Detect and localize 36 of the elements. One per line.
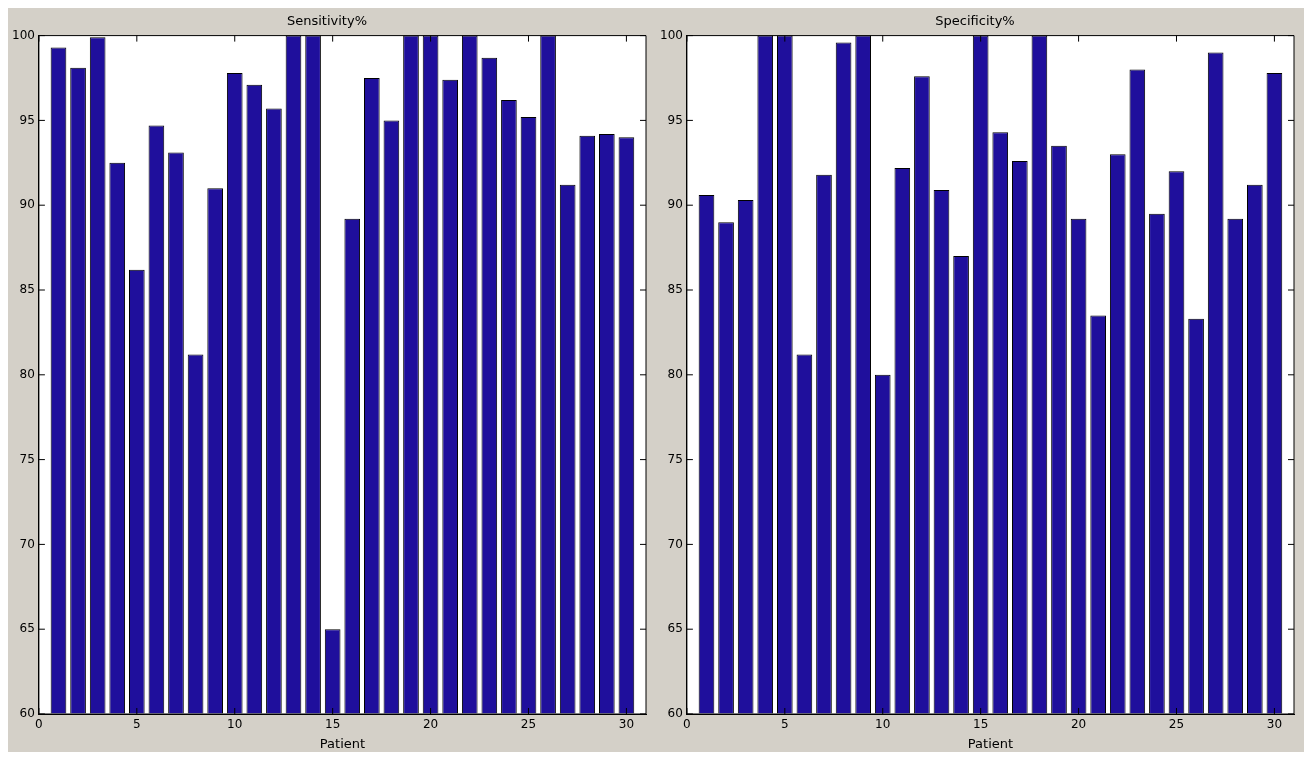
x-tick-label: 30 — [618, 717, 635, 732]
x-tick-label: 0 — [683, 717, 691, 732]
x-tick-label: 25 — [520, 717, 537, 732]
chart-title: Specificity% — [935, 13, 1015, 29]
x-tick-label: 5 — [781, 717, 789, 732]
x-tick-label: 10 — [227, 717, 243, 732]
x-tick-label: 0 — [35, 717, 43, 732]
y-tick-label: 75 — [19, 451, 35, 466]
y-tick-label: 90 — [667, 197, 683, 212]
y-tick-label: 85 — [19, 282, 35, 297]
y-tick-label: 95 — [19, 112, 35, 127]
y-tick-label: 65 — [19, 621, 35, 636]
y-tick-label: 60 — [667, 706, 683, 721]
x-tick-label: 30 — [1266, 717, 1283, 732]
chart-title: Sensitivity% — [286, 13, 368, 29]
y-tick-label: 80 — [19, 366, 35, 381]
y-tick-label: 90 — [19, 197, 35, 212]
y-tick-label: 70 — [667, 536, 683, 551]
y-tick-label: 95 — [667, 112, 683, 127]
y-tick-label: 70 — [19, 536, 35, 551]
x-tick-label: 15 — [973, 717, 989, 732]
x-tick-label: 15 — [325, 717, 341, 732]
x-axis-title: Patient — [967, 735, 1014, 751]
x-axis-title: Patient — [319, 735, 366, 751]
x-tick-label: 20 — [422, 717, 439, 732]
x-tick-label: 10 — [875, 717, 891, 732]
y-tick-label: 75 — [667, 451, 683, 466]
x-tick-label: 20 — [1070, 717, 1087, 732]
y-tick-label: 80 — [667, 366, 683, 381]
x-tick-label: 5 — [133, 717, 141, 732]
y-tick-label: 85 — [667, 282, 683, 297]
x-tick-label: 25 — [1168, 717, 1185, 732]
y-tick-label: 100 — [660, 27, 683, 42]
y-tick-label: 60 — [19, 706, 35, 721]
y-tick-label: 100 — [12, 27, 35, 42]
y-tick-label: 65 — [667, 621, 683, 636]
